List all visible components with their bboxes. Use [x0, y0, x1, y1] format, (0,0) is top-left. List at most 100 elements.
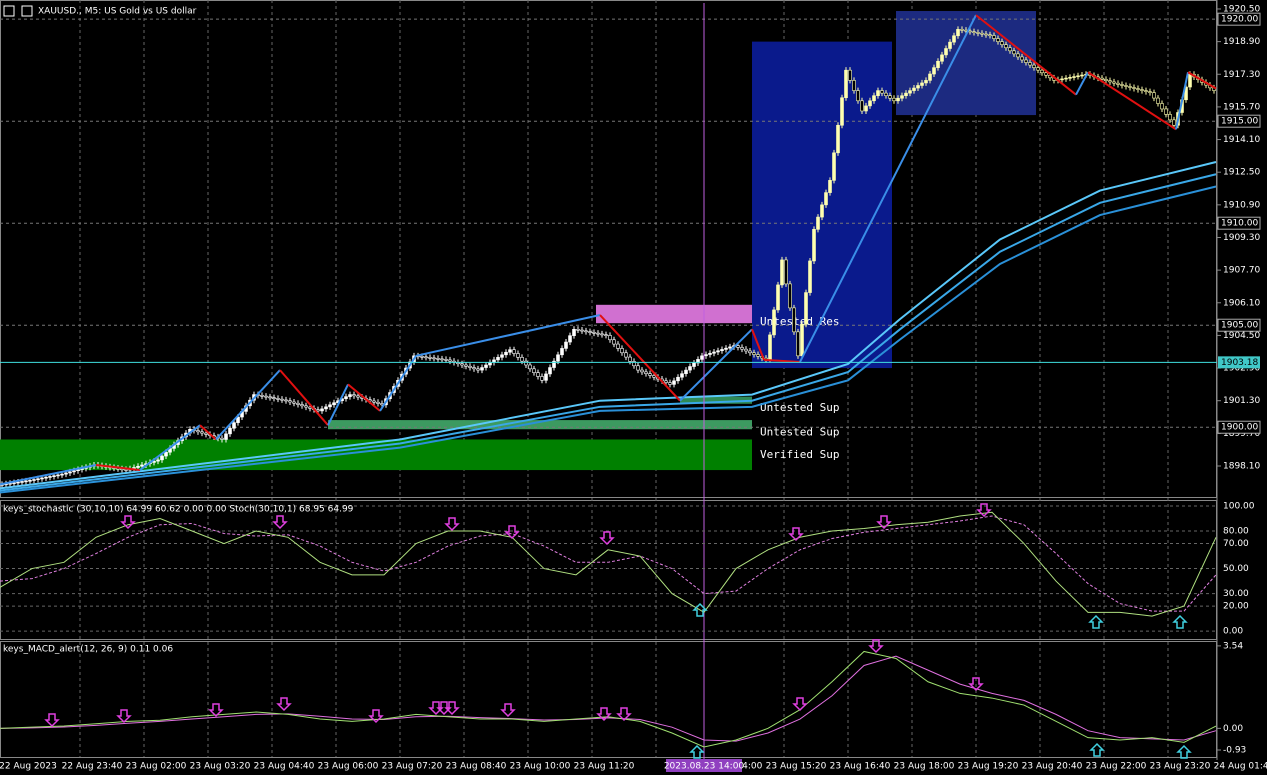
stoch-tick-label: 70.00	[1223, 539, 1249, 549]
candle	[512, 349, 516, 354]
candle	[544, 373, 548, 381]
candle	[904, 92, 908, 96]
stoch-main	[0, 511, 1217, 617]
candle	[928, 73, 932, 81]
candle	[448, 359, 452, 362]
level-label: 1910.00	[1221, 219, 1258, 229]
candle	[124, 469, 128, 471]
alert-arrow	[436, 701, 452, 716]
candle	[484, 364, 488, 368]
zigzag	[139, 424, 201, 471]
candle	[552, 360, 556, 368]
zone-label: Untested Sup	[760, 401, 839, 414]
time-label: 23 Aug 19:20	[958, 762, 1019, 772]
stoch-tick-label: 100.00	[1223, 502, 1255, 512]
candle	[1116, 82, 1120, 85]
candle	[648, 373, 652, 376]
time-label: 23 Aug 07:20	[382, 762, 443, 772]
candle	[896, 97, 900, 102]
candle	[568, 335, 572, 343]
candle	[276, 398, 280, 400]
stoch-tick-label: 30.00	[1223, 589, 1249, 599]
candle	[32, 479, 36, 481]
candle	[300, 404, 304, 407]
candle	[868, 100, 872, 107]
candle	[320, 408, 324, 412]
candle	[708, 352, 712, 355]
candle	[504, 351, 508, 356]
candle	[56, 474, 60, 477]
candle	[768, 334, 772, 361]
candle	[980, 32, 984, 35]
macd-tick-label: 0.00	[1223, 724, 1243, 734]
alert-arrow	[272, 515, 288, 530]
candle	[1152, 92, 1156, 99]
candle	[676, 376, 680, 382]
candle	[40, 477, 44, 480]
candle	[516, 353, 520, 358]
y-tick-label: 1898.10	[1223, 461, 1260, 471]
candle	[1040, 69, 1044, 74]
candle	[852, 80, 856, 91]
candle	[640, 369, 644, 373]
alert-arrow	[44, 713, 60, 728]
candle	[636, 365, 640, 371]
time-label: 23 Aug 15:20	[766, 762, 827, 772]
candle	[696, 359, 700, 364]
candle	[140, 464, 144, 467]
candle	[260, 395, 264, 397]
candle	[604, 334, 608, 336]
candle	[864, 105, 868, 112]
candle	[272, 397, 276, 399]
candle	[1036, 67, 1040, 71]
candle	[12, 482, 16, 484]
level-label: 1900.00	[1221, 423, 1258, 433]
level-box	[1217, 216, 1261, 230]
candle	[560, 348, 564, 356]
candle	[832, 152, 836, 181]
candle	[672, 380, 676, 385]
candle	[792, 307, 796, 333]
zigzag	[279, 369, 329, 426]
candle	[1016, 53, 1020, 58]
candle	[20, 481, 24, 483]
candle	[472, 367, 476, 370]
y-tick-label: 1914.10	[1223, 135, 1260, 145]
candle	[664, 380, 668, 383]
alert-arrow	[276, 697, 292, 712]
time-label: 23 Aug 10:00	[510, 762, 571, 772]
candle	[1132, 87, 1136, 89]
zigzag	[327, 383, 349, 426]
candle	[872, 95, 876, 102]
time-label: 23 Aug 04:40	[254, 762, 315, 772]
candle	[788, 283, 792, 309]
candle	[60, 473, 64, 476]
candle	[728, 346, 732, 349]
candle	[44, 476, 48, 479]
candle	[352, 394, 356, 397]
time-label: 22 Aug 23:40	[62, 762, 123, 772]
y-tick-label: 1904.50	[1223, 331, 1260, 341]
time-label: 23 Aug 08:40	[446, 762, 507, 772]
candle	[772, 309, 776, 336]
candle	[288, 400, 292, 403]
zigzag	[379, 355, 417, 412]
candle	[856, 90, 860, 102]
candle	[1188, 73, 1192, 88]
candle	[820, 204, 824, 218]
candle	[436, 358, 440, 360]
candle	[1100, 77, 1104, 80]
candle	[804, 292, 808, 325]
candle	[460, 363, 464, 366]
candle	[1020, 56, 1024, 61]
candle	[1104, 79, 1108, 81]
candle	[876, 90, 880, 96]
candle	[540, 376, 544, 381]
symbol-icon	[21, 5, 33, 17]
candle	[584, 330, 588, 333]
time-label: 23 Aug 20:40	[1022, 762, 1083, 772]
candle	[1068, 77, 1072, 79]
candle	[72, 470, 76, 473]
alert-arrow	[368, 709, 384, 724]
candle	[428, 357, 432, 359]
